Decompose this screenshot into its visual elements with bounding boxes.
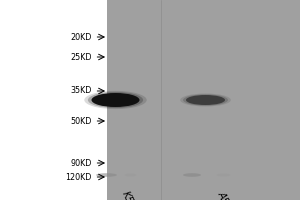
Text: 25KD: 25KD bbox=[70, 52, 92, 62]
Ellipse shape bbox=[186, 95, 225, 105]
Text: 120KD: 120KD bbox=[65, 172, 92, 182]
Ellipse shape bbox=[183, 94, 228, 106]
Bar bbox=[106, 0, 300, 200]
Ellipse shape bbox=[96, 173, 117, 177]
Text: 90KD: 90KD bbox=[70, 158, 92, 168]
Text: 50KD: 50KD bbox=[70, 116, 92, 126]
Ellipse shape bbox=[84, 91, 147, 109]
Text: 20KD: 20KD bbox=[70, 32, 92, 42]
Ellipse shape bbox=[124, 173, 136, 176]
Text: 35KD: 35KD bbox=[70, 86, 92, 95]
Ellipse shape bbox=[92, 93, 140, 107]
Text: K562: K562 bbox=[120, 190, 140, 200]
Ellipse shape bbox=[180, 94, 231, 106]
Text: A549: A549 bbox=[216, 190, 236, 200]
Ellipse shape bbox=[183, 173, 201, 177]
Ellipse shape bbox=[217, 173, 230, 176]
Ellipse shape bbox=[88, 92, 143, 108]
